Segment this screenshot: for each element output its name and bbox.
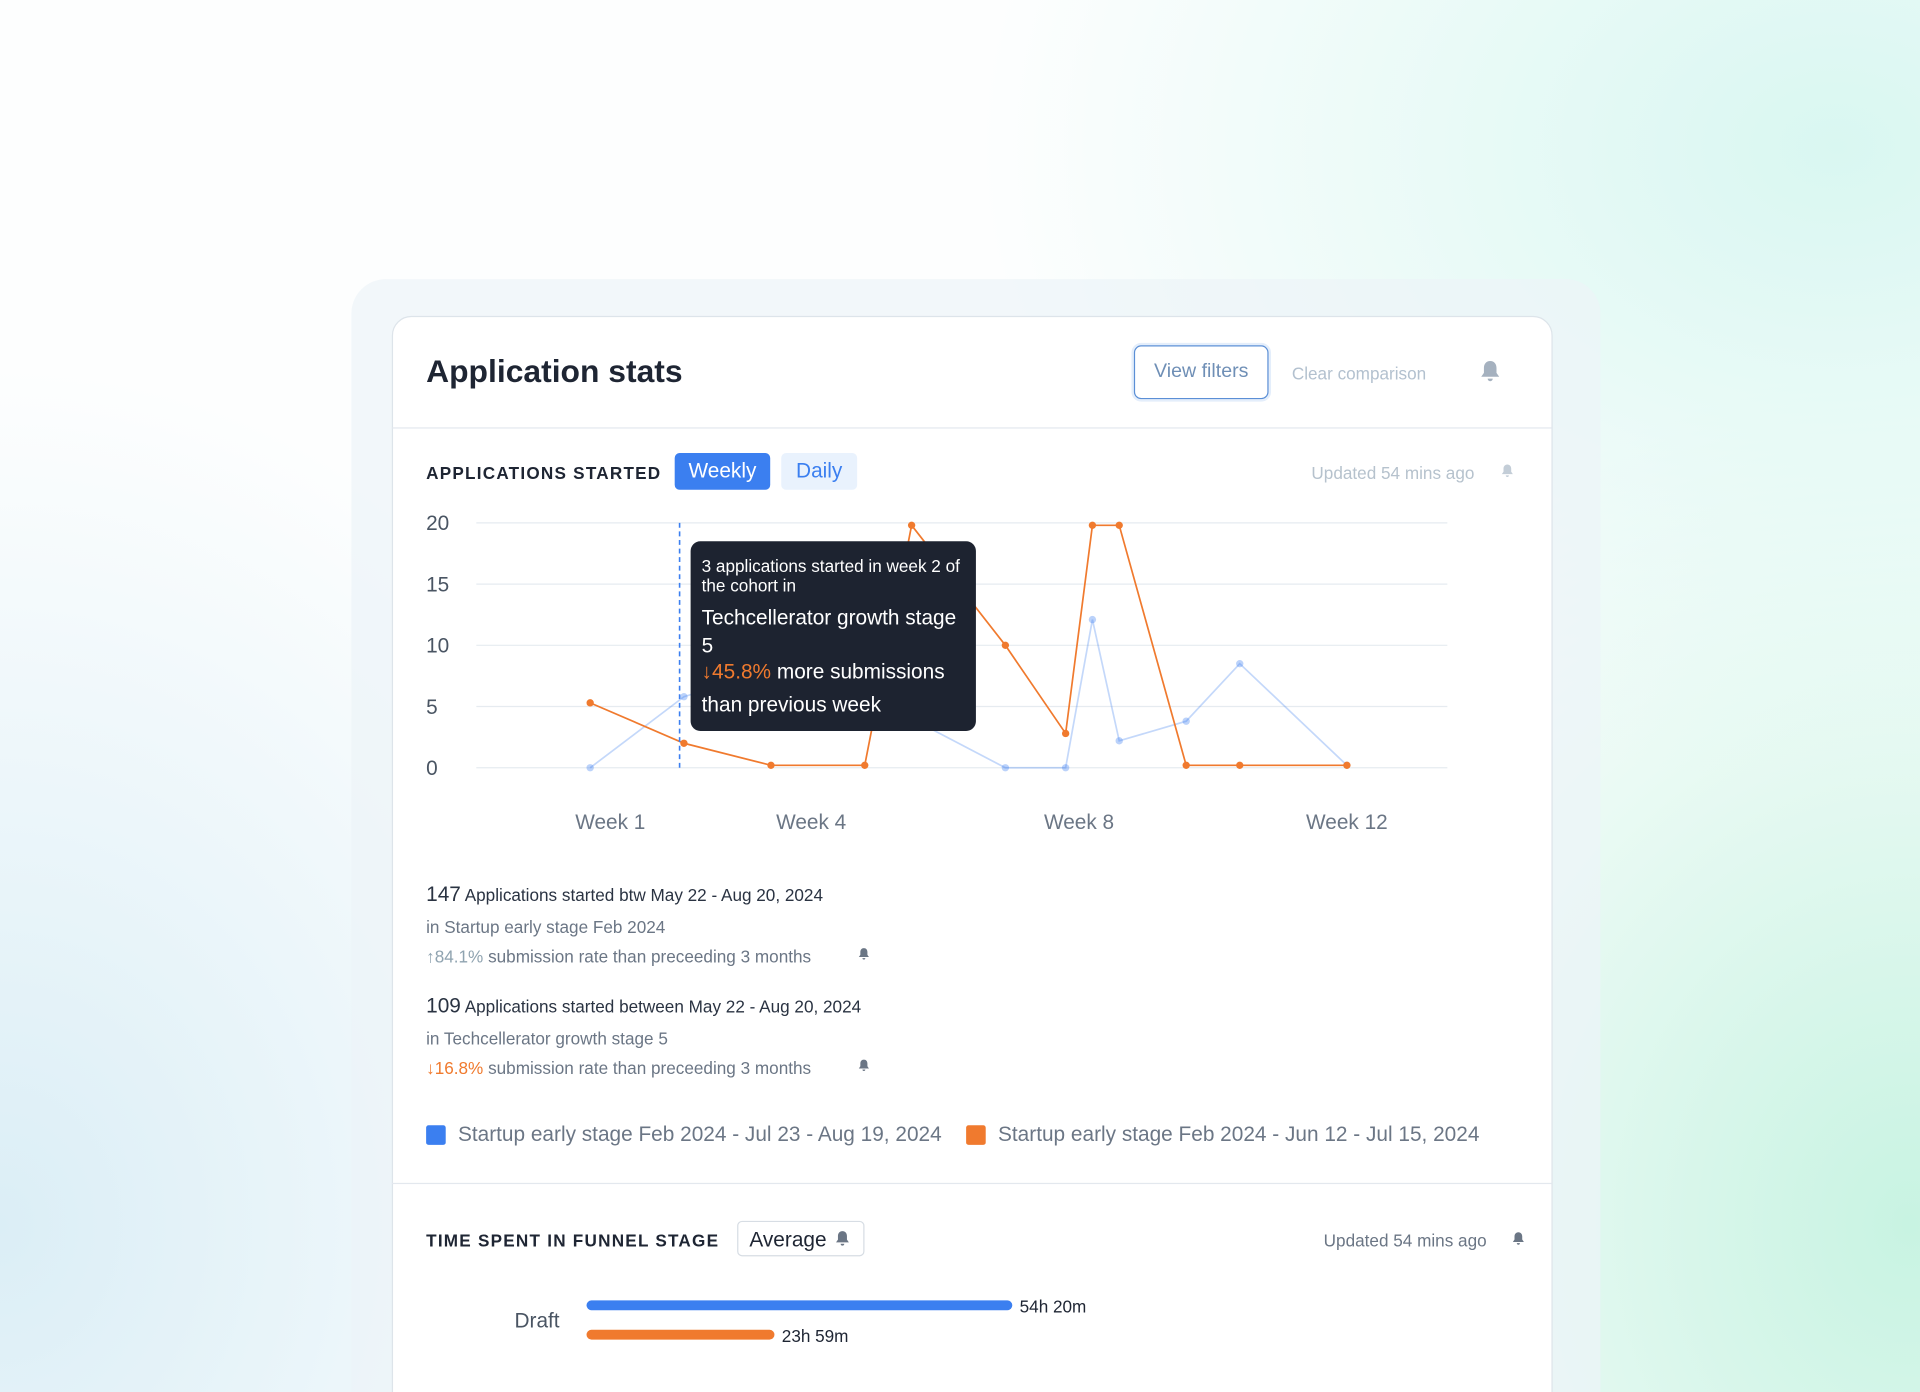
point [1236,761,1244,769]
legend-swatch [426,1125,446,1145]
tooltip-intro: 3 applications started in week 2 of the … [701,555,960,596]
section-title: APPLICATIONS STARTED [426,462,662,483]
stat-count: 109 [426,994,461,1018]
section-title: TIME SPENT IN FUNNEL STAGE [426,1230,720,1251]
x-tick-label: Week 1 [575,811,645,834]
bar [586,1300,1013,1311]
point [1115,737,1123,745]
stat-count: 147 [426,882,461,907]
stat-line: 147 Applications started btw May 22 - Au… [426,883,823,907]
stat-text: Applications started btw May 22 - Aug 20… [464,885,824,905]
point [1182,717,1190,725]
point [586,764,594,772]
point [767,761,775,769]
y-tick-label: 5 [426,696,438,719]
stat-note: submission rate than preceeding 3 months [488,946,812,967]
stat-cohort: in Startup early stage Feb 2024 [426,917,666,937]
divider [391,1182,1552,1185]
notification-icon[interactable] [1478,359,1502,386]
card [391,315,1553,1392]
view-filters-button[interactable]: View filters [1133,345,1269,400]
y-tick-label: 10 [426,635,449,658]
divider [391,427,1552,429]
bar [586,1329,775,1340]
stat-cohort: in Techcellerator growth stage 5 [426,1028,668,1049]
stat-change-line: ↓16.8% submission rate than preceeding 3… [426,1058,811,1078]
tooltip-change-line: ↓45.8% more submissions [702,660,945,684]
point [1061,729,1070,738]
point [586,699,594,707]
weekly-toggle[interactable]: Weekly [674,453,771,490]
legend-label: Startup early stage Feb 2024 - Jul 23 - … [457,1122,942,1147]
point [907,521,916,529]
point [1001,641,1010,649]
stat-line: 109 Applications started between May 22 … [426,994,861,1018]
y-tick-label: 15 [426,573,449,596]
stat-change: ↑84.1% [426,946,484,967]
point [1343,761,1351,769]
page-title: Application stats [426,352,683,390]
tooltip-text: more submissions [776,660,945,684]
point [680,693,688,701]
point [1182,761,1190,769]
bell-icon [858,1059,869,1071]
stat-text: Applications started between May 22 - Au… [464,996,862,1017]
stat-note: submission rate than preceeding 3 months [488,1057,812,1078]
point [1061,764,1070,772]
y-tick-label: 20 [426,512,449,535]
dropdown-label: Average [749,1228,827,1252]
legend-swatch [966,1125,986,1145]
clear-comparison-button[interactable]: Clear comparison [1291,363,1427,384]
stat-change-line: ↑84.1% submission rate than preceeding 3… [426,947,811,967]
stat-change: ↓16.8% [426,1057,484,1078]
value-label: 23h 59m [782,1326,849,1346]
average-dropdown[interactable]: Average [737,1220,865,1257]
tooltip: 3 applications started in week 2 of the … [690,541,976,732]
bell-icon [1512,1232,1524,1245]
point [861,761,869,769]
y-tick-label: 0 [426,757,438,780]
legend: Startup early stage Feb 2024 - Jul 23 - … [426,1123,1479,1147]
legend-label: Startup early stage Feb 2024 - Jun 12 - … [998,1122,1480,1147]
series-line [589,523,1347,767]
bell-icon [1501,464,1513,477]
point [1236,660,1244,668]
point [1088,615,1097,624]
x-tick-label: Week 12 [1306,811,1388,834]
daily-toggle[interactable]: Daily [781,453,858,490]
x-tick-label: Week 4 [776,811,846,834]
tooltip-cohort: Techcellerator growth stage 5 [701,606,957,658]
legend-item[interactable]: Startup early stage Feb 2024 - Jun 12 - … [966,1123,1479,1147]
point [680,739,688,747]
point [1001,764,1010,772]
x-tick-label: Week 8 [1044,811,1114,834]
bell-icon [836,1231,849,1246]
point [1115,521,1123,529]
bell-icon [858,948,869,960]
tooltip-text: than previous week [701,693,882,717]
legend-item[interactable]: Startup early stage Feb 2024 - Jul 23 - … [426,1123,942,1147]
tooltip-change: ↓45.8% [701,660,772,684]
point [1088,521,1097,529]
category-label: Draft [515,1309,560,1332]
value-label: 54h 20m [1020,1297,1087,1317]
updated-note: Updated 54 mins ago [1323,1230,1487,1251]
updated-note: Updated 54 mins ago [1311,462,1475,483]
